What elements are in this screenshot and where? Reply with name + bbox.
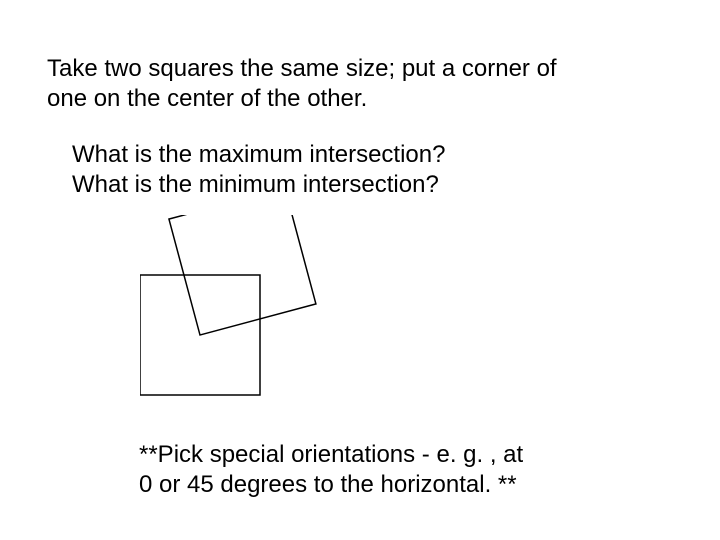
questions-text: What is the maximum intersection? What i… — [72, 140, 652, 200]
intro-line-1: Take two squares the same size; put a co… — [47, 55, 557, 82]
squares-diagram — [140, 215, 460, 425]
question-min: What is the minimum intersection? — [72, 171, 439, 198]
intro-line-2: one on the center of the other. — [47, 85, 367, 112]
question-max: What is the maximum intersection? — [72, 141, 445, 168]
intro-text: Take two squares the same size; put a co… — [47, 54, 647, 114]
hint-line-1: **Pick special orientations - e. g. , at — [139, 441, 523, 468]
slide: Take two squares the same size; put a co… — [0, 0, 720, 540]
hint-line-2: 0 or 45 degrees to the horizontal. ** — [139, 471, 517, 498]
hint-text: **Pick special orientations - e. g. , at… — [139, 440, 659, 500]
